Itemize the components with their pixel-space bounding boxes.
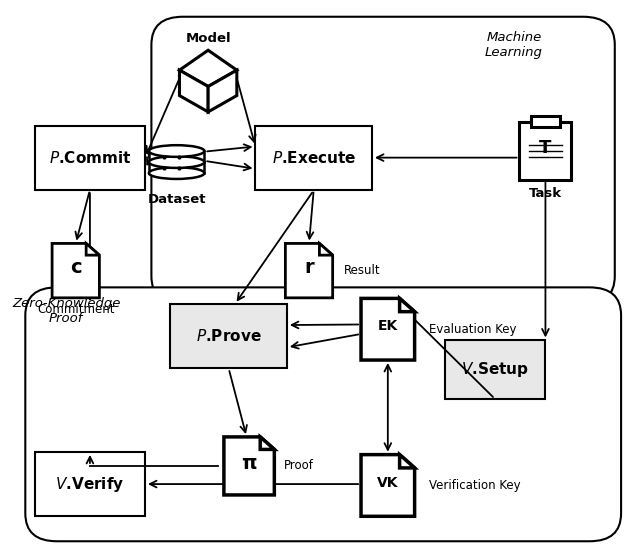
Text: Result: Result <box>344 264 380 277</box>
Text: VK: VK <box>377 475 399 490</box>
Bar <box>255 126 372 190</box>
Text: π: π <box>241 454 257 473</box>
Text: $\it{P}$.Commit: $\it{P}$.Commit <box>49 150 131 166</box>
Polygon shape <box>399 455 415 468</box>
Text: Task: Task <box>529 187 562 200</box>
Polygon shape <box>179 70 208 112</box>
Polygon shape <box>86 243 99 255</box>
Text: EK: EK <box>378 319 398 334</box>
Bar <box>170 304 287 368</box>
Text: Commitment: Commitment <box>37 303 115 316</box>
Text: Evaluation Key: Evaluation Key <box>429 323 516 336</box>
Ellipse shape <box>149 156 204 168</box>
Text: Model: Model <box>186 32 231 45</box>
Polygon shape <box>224 437 275 495</box>
Polygon shape <box>361 455 415 516</box>
Text: $\it{V}$.Setup: $\it{V}$.Setup <box>461 360 529 379</box>
Bar <box>531 116 560 127</box>
Bar <box>149 162 204 173</box>
Bar <box>35 452 145 516</box>
Text: $\it{P}$.Execute: $\it{P}$.Execute <box>271 150 356 166</box>
FancyBboxPatch shape <box>152 17 615 304</box>
Polygon shape <box>361 299 415 360</box>
Polygon shape <box>260 437 275 449</box>
Polygon shape <box>319 243 333 255</box>
Text: Dataset: Dataset <box>147 193 206 205</box>
Text: $\it{P}$.Prove: $\it{P}$.Prove <box>196 328 262 344</box>
Ellipse shape <box>149 145 204 157</box>
FancyBboxPatch shape <box>26 287 621 541</box>
Ellipse shape <box>149 167 204 179</box>
Bar <box>445 340 545 399</box>
Polygon shape <box>208 70 237 112</box>
Text: Machine
Learning: Machine Learning <box>485 31 543 59</box>
Polygon shape <box>52 243 99 298</box>
Text: $\it{V}$.Verify: $\it{V}$.Verify <box>55 474 125 494</box>
Bar <box>520 122 572 180</box>
Polygon shape <box>179 50 237 86</box>
Text: Verification Key: Verification Key <box>429 479 520 492</box>
Text: Zero-Knowledge
Proof: Zero-Knowledge Proof <box>12 297 120 325</box>
Text: c: c <box>70 258 81 277</box>
Bar <box>35 126 145 190</box>
Text: T: T <box>540 139 552 157</box>
Text: r: r <box>304 258 314 277</box>
Polygon shape <box>285 243 333 298</box>
Polygon shape <box>399 299 415 312</box>
Bar <box>149 151 204 162</box>
Text: Proof: Proof <box>284 459 314 473</box>
